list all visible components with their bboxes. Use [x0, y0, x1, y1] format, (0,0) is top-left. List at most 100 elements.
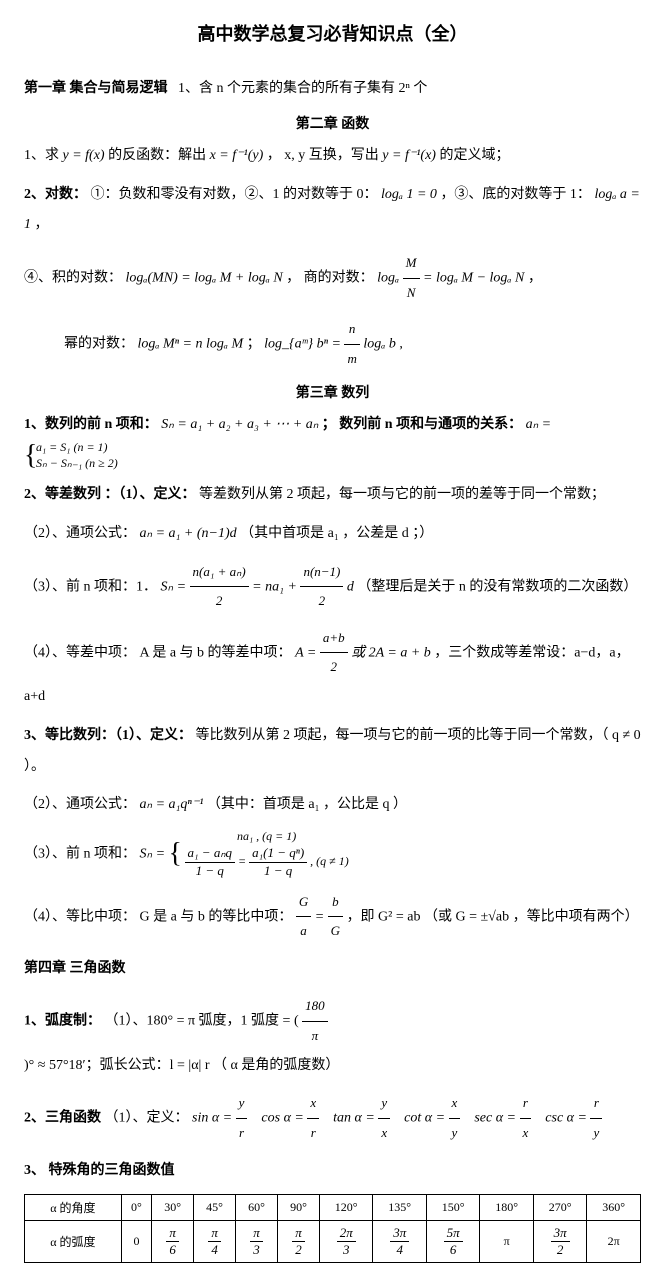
ch3-item1: 1、数列的前 n 项和： Sₙ = a₁ + a₂ + a₃ + ⋯ + aₙ … [24, 410, 641, 472]
angle-cell: 45° [194, 1195, 236, 1221]
cot: cot α = [404, 1111, 448, 1126]
ch3-i2-eq1: aₙ = a₁ + (n−1)d [140, 526, 237, 541]
ch3-i1-label: 1、数列的前 n 项和： [24, 417, 158, 432]
case1: a₁ = S₁ (n = 1) [36, 440, 118, 456]
ch3-item3-4: （4）、等比中项： G 是 a 与 b 的等比中项： G a = b G ，即 … [24, 888, 641, 946]
ch3-i2-label: 2、等差数列 ：（1）、定义： [24, 487, 196, 502]
ch3-item2-2: （2）、通项公式： aₙ = a₁ + (n−1)d （其中首项是 a₁ ，公差… [24, 519, 641, 550]
n: y [378, 1089, 390, 1119]
ch2-i2-p4: ④、积的对数： [24, 271, 122, 286]
ch2-i2-eq1: logₐ 1 = 0 [381, 187, 437, 202]
ch2-i1-m1: 的反函数：解出 [108, 148, 210, 163]
eq: = [315, 909, 328, 924]
ch2-i1-eq2: x = f⁻¹(y) [210, 148, 264, 163]
c2-f2: a₁(1 − qⁿ) 1 − q [249, 845, 307, 880]
ch3-i3-brace: na₁ , (q = 1) a₁ − aₙq 1 − q = a₁(1 − qⁿ… [169, 829, 349, 879]
ch2-i2-p9: , [399, 337, 403, 352]
den: 2 [320, 653, 348, 682]
n: y [236, 1089, 248, 1119]
ch2-i1-eq1: y = f(x) [63, 148, 105, 163]
ch3-i1-brace: a₁ = S₁ (n = 1) Sₙ − Sₙ₋₁ (n ≥ 2) [24, 440, 118, 471]
ch2-i2-frac2: n m [344, 315, 359, 373]
ch2-item2c: 幂的对数： logₐ Mⁿ = n logₐ M ； log_{aᵐ} bⁿ =… [64, 315, 641, 373]
cot-f: xy [449, 1089, 461, 1147]
angle-cell: 90° [278, 1195, 320, 1221]
sec-f: rx [520, 1089, 532, 1147]
ch2-i2-eq4l: logₐ [377, 271, 402, 286]
ch2-i2-p8: ； [247, 337, 265, 352]
angle-cell: 60° [236, 1195, 278, 1221]
den: a [296, 917, 311, 946]
ch3-i2-eq2l: Sₙ = [161, 579, 190, 594]
ch2-i2-p2: ，③、底的对数等于 1： [440, 187, 591, 202]
num: G [296, 888, 311, 918]
ch2-i2-p6: ， [528, 271, 542, 286]
ch3-i2-f3: a+b 2 [320, 624, 348, 682]
ch4-i2-label: 2、三角函数 [24, 1111, 101, 1126]
trig-row-radian: α 的弧度 0 π6 π4 π3 π2 2π3 3π4 5π6 π 3π2 2π [25, 1221, 641, 1263]
ch4-item2: 2、三角函数 （1）、定义： sin α = yr cos α = xr tan… [24, 1089, 641, 1147]
ch1-heading-line: 第一章 集合与简易逻辑 1、含 n 个元素的集合的所有子集有 2ⁿ 个 [24, 74, 641, 105]
angle-cell: 0° [121, 1195, 151, 1221]
ch2-i2-eq3: logₐ(MN) = logₐ M + logₐ N [126, 271, 283, 286]
angle-cell: 120° [319, 1195, 372, 1221]
ch2-i1-m2: ， x, y 互换，写出 [267, 148, 383, 163]
ch3-i3-f1: G a [296, 888, 311, 946]
num: 180 [302, 992, 328, 1022]
trig-table: α 的角度 0° 30° 45° 60° 90° 120° 135° 150° … [24, 1194, 641, 1263]
angle-cell: 135° [373, 1195, 426, 1221]
frac-num: n [344, 315, 359, 345]
rad-cell: 2π3 [319, 1221, 372, 1263]
ch3-i1-mid: ； 数列前 n 项和与通项的关系： [322, 417, 522, 432]
ch3-i2-s2: （2）、通项公式： [24, 526, 136, 541]
csc: csc α = [545, 1111, 590, 1126]
ch2-i2-eq6r: logₐ b [363, 337, 399, 352]
ch3-i2-n2: （整理后是关于 n 的没有常数项的二次函数） [357, 579, 637, 594]
den: 2 [300, 587, 343, 616]
ch2-i2-eq6l: log_{aᵐ} bⁿ = [264, 337, 344, 352]
ch3-item2-4: （4）、等差中项： A 是 a 与 b 的等差中项： A = a+b 2 或 2… [24, 624, 641, 713]
rad-cell: π6 [152, 1221, 194, 1263]
ch3-i2-eq2r: d [347, 579, 354, 594]
ch3-item3-1: 3、等比数列：（1）、定义： 等比数列从第 2 项起，每一项与它的前一项的比等于… [24, 721, 641, 783]
page-title: 高中数学总复习必背知识点（全） [24, 20, 641, 46]
trig-row-angle: α 的角度 0° 30° 45° 60° 90° 120° 135° 150° … [25, 1195, 641, 1221]
sin: sin α = [192, 1111, 236, 1126]
num: n(a₁ + aₙ) [190, 558, 249, 588]
num: a+b [320, 624, 348, 654]
c2-f1: a₁ − aₙq 1 − q [185, 845, 235, 880]
ch3-item2-1: 2、等差数列 ：（1）、定义： 等差数列从第 2 项起，每一项与它的前一项的差等… [24, 480, 641, 511]
ch3-i1-eq1: Sₙ = a₁ + a₂ + a₃ + ⋯ + aₙ [161, 417, 318, 432]
rad-cell: 0 [121, 1221, 151, 1263]
ch1-heading: 第一章 集合与简易逻辑 [24, 81, 168, 96]
sec: sec α = [474, 1111, 519, 1126]
ch2-i2-p3: ， [35, 217, 49, 232]
num: n(n−1) [300, 558, 343, 588]
ch3-i3-eq1: aₙ = a₁qⁿ⁻¹ [140, 797, 204, 812]
ch3-i3-s3: （3）、前 n 项和： [24, 847, 136, 862]
cond: , (q ≠ 1) [310, 854, 349, 868]
ch3-item3-3: （3）、前 n 项和： Sₙ = na₁ , (q = 1) a₁ − aₙq … [24, 829, 641, 879]
num: b [328, 888, 343, 918]
ch2-item1: 1、求 y = f(x) 的反函数：解出 x = f⁻¹(y) ， x, y 互… [24, 141, 641, 172]
ch2-heading: 第二章 函数 [24, 113, 641, 133]
angle-cell: 180° [480, 1195, 533, 1221]
ch3-heading: 第三章 数列 [24, 382, 641, 402]
cos-f: xr [307, 1089, 319, 1147]
rad-cell: π2 [278, 1221, 320, 1263]
rad-cell: 3π4 [373, 1221, 426, 1263]
ch2-i1-eq3: y = f⁻¹(x) [382, 148, 436, 163]
den: π [302, 1022, 328, 1051]
ch2-i1-label: 1、求 [24, 148, 63, 163]
ch2-item2a: 2、对数： ①：负数和零没有对数，②、1 的对数等于 0： logₐ 1 = 0… [24, 180, 641, 242]
ch3-i1-eq2l: aₙ = [526, 417, 552, 432]
rad-cell: π4 [194, 1221, 236, 1263]
angle-cell: 270° [533, 1195, 586, 1221]
ch3-i2-eq2m: = na₁ + [252, 579, 300, 594]
d: r [307, 1119, 319, 1148]
case2: a₁ − aₙq 1 − q = a₁(1 − qⁿ) 1 − q , (q ≠… [185, 845, 349, 880]
ch4-i2-p1: （1）、定义： [105, 1111, 193, 1126]
tan: tan α = [333, 1111, 378, 1126]
n: r [520, 1089, 532, 1119]
row2-label: α 的弧度 [25, 1221, 122, 1263]
